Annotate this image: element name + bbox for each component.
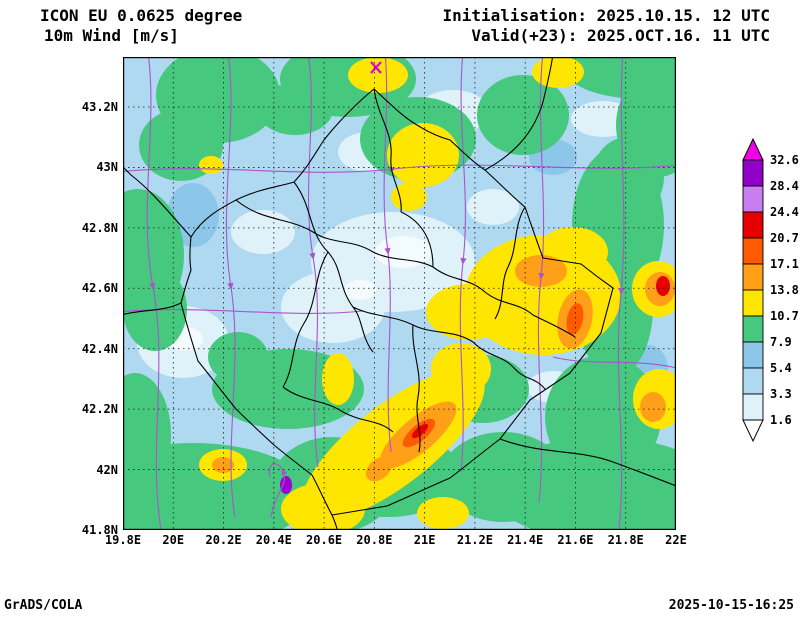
- field-title: 10m Wind [m/s]: [44, 26, 179, 45]
- colorbar-tick-label: 7.9: [770, 335, 792, 349]
- y-axis-tick-label: 42.4N: [82, 342, 118, 356]
- colorbar-tick-label: 10.7: [770, 309, 799, 323]
- colorbar-tick-label: 3.3: [770, 387, 792, 401]
- x-axis-tick-label: 20.6E: [306, 533, 342, 547]
- x-axis-tick-label: 21E: [414, 533, 436, 547]
- colorbar-tick-label: 1.6: [770, 413, 792, 427]
- colorbar-tick-label: 5.4: [770, 361, 792, 375]
- colorbar-segment: [743, 368, 763, 394]
- y-axis-tick-label: 41.8N: [82, 523, 118, 537]
- x-axis-tick-label: 20.8E: [356, 533, 392, 547]
- x-axis-tick-label: 20.4E: [256, 533, 292, 547]
- y-axis-tick-label: 42N: [96, 463, 118, 477]
- x-axis-tick-label: 22E: [665, 533, 687, 547]
- colorbar-segment: [743, 212, 763, 238]
- y-axis-tick-label: 42.8N: [82, 221, 118, 235]
- y-axis-tick-label: 42.2N: [82, 402, 118, 416]
- y-axis-tick-label: 42.6N: [82, 281, 118, 295]
- valid-time: Valid(+23): 2025.OCT.16. 11 UTC: [471, 26, 770, 45]
- colorbar-tick-label: 13.8: [770, 283, 799, 297]
- x-axis-tick-label: 21.8E: [608, 533, 644, 547]
- y-axis-tick-label: 43.2N: [82, 100, 118, 114]
- colorbar-tick-label: 20.7: [770, 231, 799, 245]
- colorbar-canvas: 32.6 28.4 24.4 20.7 17.1 13.8 10.7 7.9 5.4 3.3 1.6: [741, 138, 800, 448]
- colorbar-segment: [743, 316, 763, 342]
- colorbar-segment: [743, 342, 763, 368]
- colorbar-segment: [743, 264, 763, 290]
- colorbar-segment: [743, 160, 763, 186]
- shaded-wind-field: [123, 57, 676, 530]
- colorbar-tick-label: 32.6: [770, 153, 799, 167]
- colorbar-tick-label: 24.4: [770, 205, 799, 219]
- model-title: ICON EU 0.0625 degree: [40, 6, 242, 25]
- x-axis-tick-label: 21.6E: [557, 533, 593, 547]
- colorbar-segment: [743, 394, 763, 420]
- x-axis-tick-label: 20E: [162, 533, 184, 547]
- initialisation-time: Initialisation: 2025.10.15. 12 UTC: [442, 6, 770, 25]
- colorbar-underflow-arrow: [743, 420, 763, 441]
- colorbar-tick-label: 17.1: [770, 257, 799, 271]
- x-axis-tick-label: 19.8E: [105, 533, 141, 547]
- x-axis-tick-label: 20.2E: [205, 533, 241, 547]
- y-axis-tick-label: 43N: [96, 160, 118, 174]
- colorbar-tick-label: 28.4: [770, 179, 799, 193]
- wind-map: [123, 57, 676, 530]
- colorbar-overflow-arrow: [743, 139, 763, 160]
- x-axis-tick-label: 21.4E: [507, 533, 543, 547]
- colorbar-legend: 32.6 28.4 24.4 20.7 17.1 13.8 10.7 7.9 5.4 3.3 1.6: [741, 138, 800, 452]
- wind-map-canvas: [123, 57, 676, 530]
- colorbar-segment: [743, 238, 763, 264]
- colorbar-segment: [743, 290, 763, 316]
- creation-timestamp: 2025-10-15-16:25: [669, 598, 794, 613]
- colorbar-segment: [743, 186, 763, 212]
- x-axis-tick-label: 21.2E: [457, 533, 493, 547]
- grads-credit: GrADS/COLA: [4, 598, 82, 613]
